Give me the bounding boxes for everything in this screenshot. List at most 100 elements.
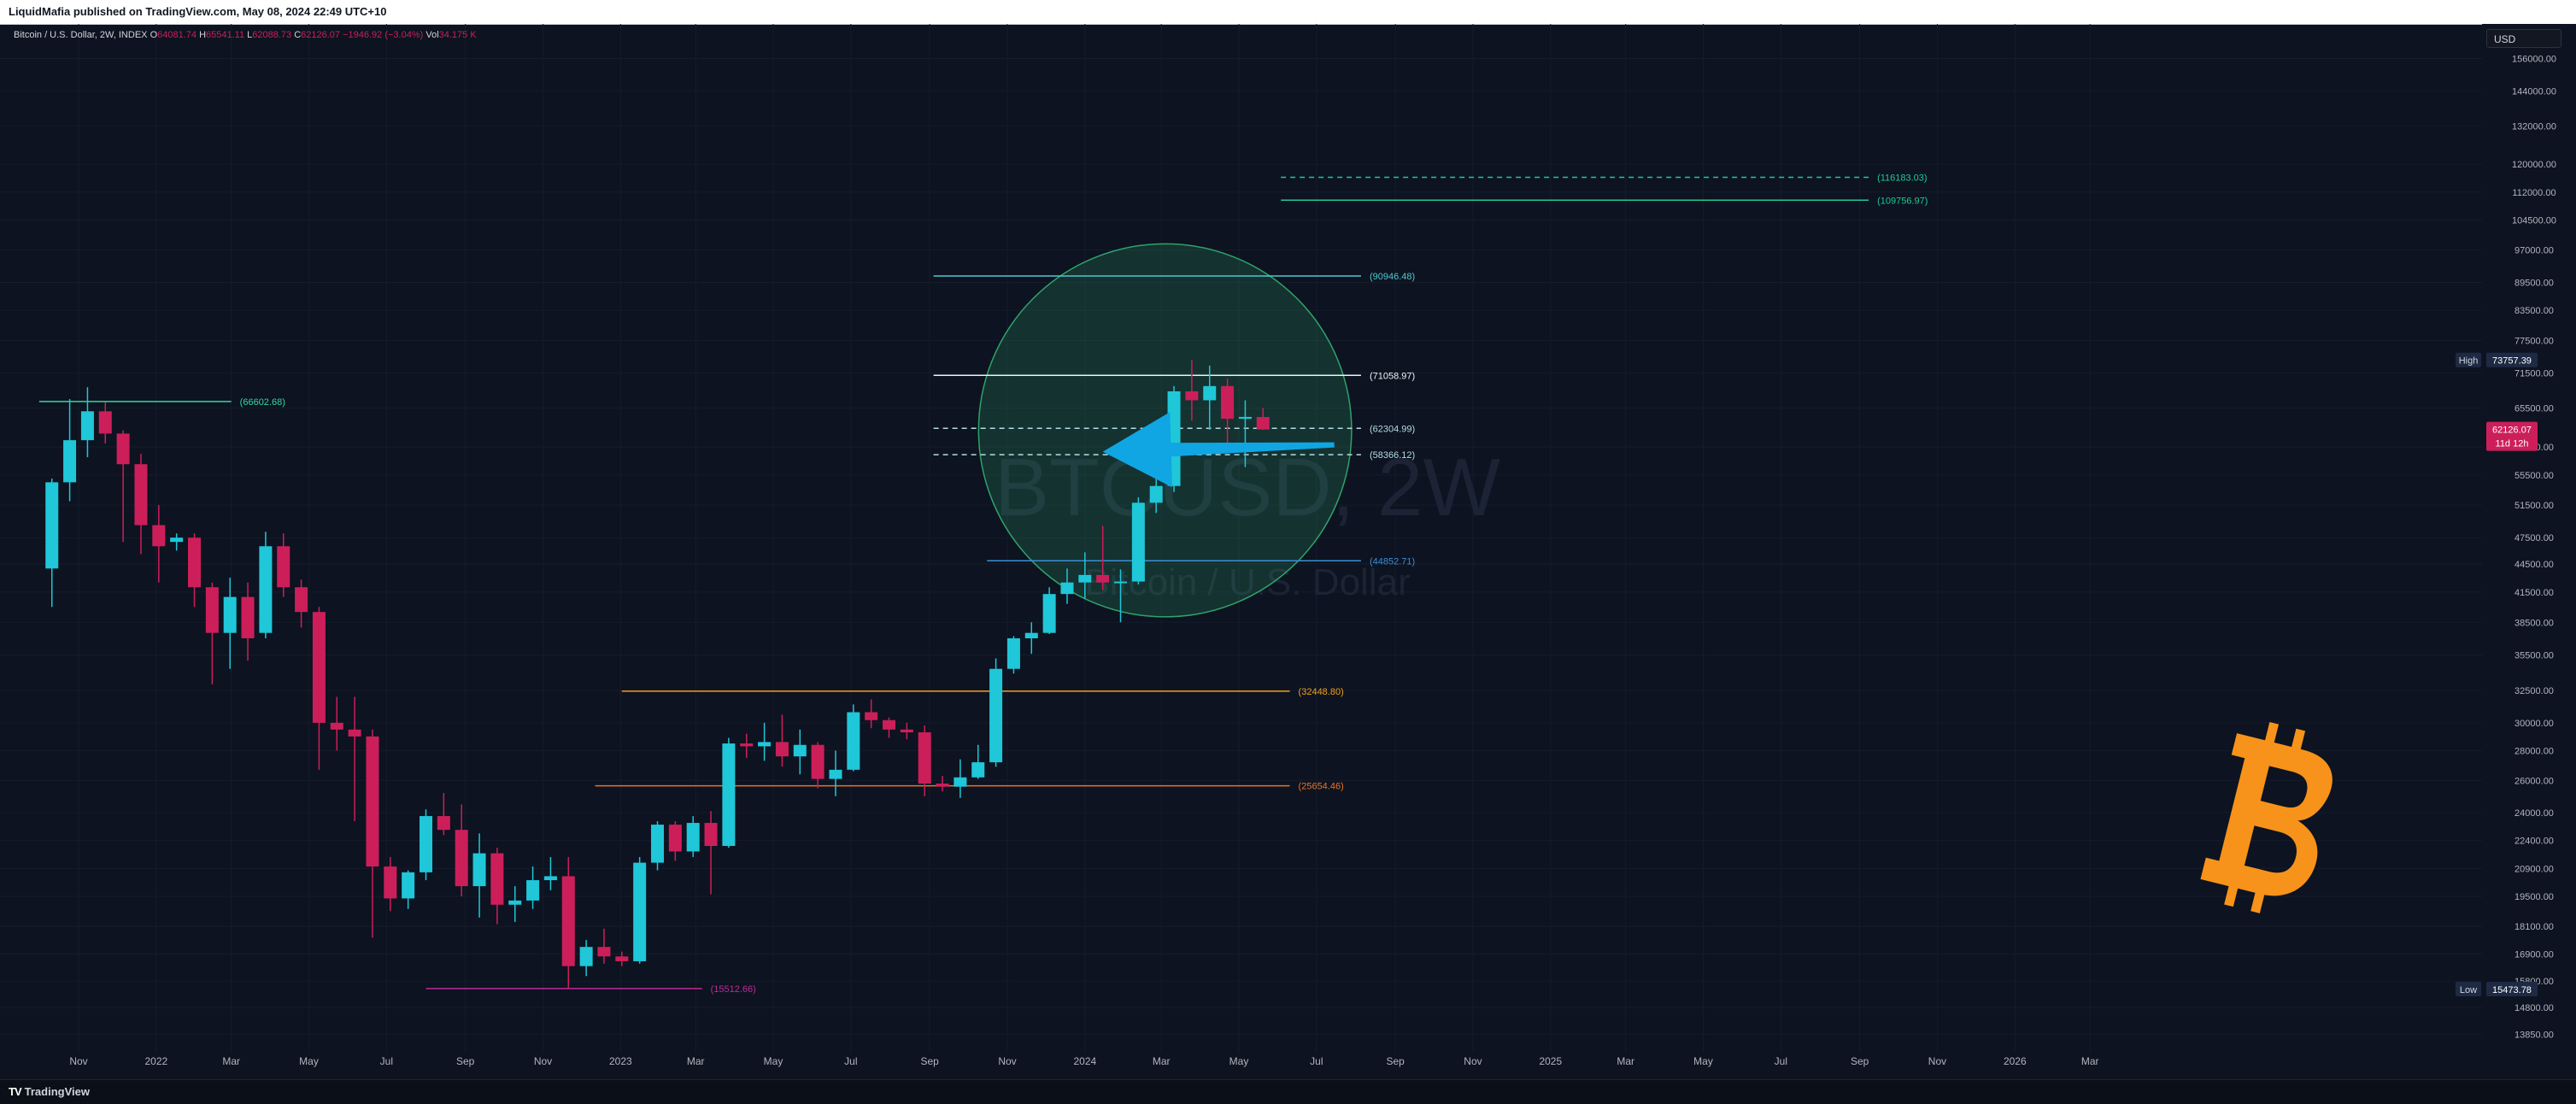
level-label: (44852.71)	[1370, 556, 1415, 567]
candle-body	[1203, 385, 1217, 401]
candle[interactable]	[241, 582, 255, 661]
candles[interactable]	[45, 360, 1270, 989]
candle[interactable]	[829, 750, 842, 796]
candle[interactable]	[402, 870, 415, 909]
legend-vol-key: Vol	[425, 30, 438, 40]
candle[interactable]	[312, 607, 326, 770]
candle[interactable]	[811, 742, 824, 789]
horizontal-levels[interactable]: (116183.03) (109756.97) (90946.48) (71058.9…	[38, 173, 1928, 995]
candle[interactable]	[187, 533, 202, 608]
candle[interactable]	[633, 856, 647, 964]
candle[interactable]	[543, 856, 557, 890]
time-tick-label: Mar	[687, 1055, 705, 1067]
candle[interactable]	[80, 387, 94, 458]
currency-button[interactable]: USD	[2486, 29, 2561, 48]
candle[interactable]	[615, 951, 629, 966]
footer-bar: TV TradingView	[0, 1079, 2576, 1104]
candle[interactable]	[1185, 360, 1199, 421]
candle-body	[793, 744, 807, 757]
candle[interactable]	[98, 402, 112, 444]
candle[interactable]	[1096, 526, 1110, 590]
price-tick-label: 13850.00	[2514, 1030, 2554, 1040]
candle[interactable]	[1060, 568, 1074, 604]
time-axis[interactable]: Nov 2022 Mar May Jul Sep Nov 2023 Mar May Jul Sep No…	[69, 1055, 2098, 1067]
candle[interactable]	[758, 722, 772, 761]
candle[interactable]	[1006, 636, 1020, 674]
price-axis[interactable]: 156000.00 144000.00 132000.00 120000.00 1120…	[2456, 24, 2576, 1079]
candle[interactable]	[883, 717, 896, 738]
candle[interactable]	[936, 775, 949, 792]
candle[interactable]	[1078, 552, 1092, 599]
candle[interactable]	[686, 816, 700, 857]
candle[interactable]	[900, 722, 913, 740]
candle[interactable]	[1042, 587, 1056, 634]
candle[interactable]	[775, 714, 789, 767]
price-tick-label: 97000.00	[2514, 246, 2554, 256]
legend-c-key: C	[294, 30, 301, 40]
candle[interactable]	[437, 793, 450, 836]
candle-body	[384, 866, 397, 899]
candle-body	[1078, 574, 1092, 583]
candle[interactable]	[1203, 365, 1217, 430]
candle[interactable]	[366, 729, 379, 938]
candle[interactable]	[490, 848, 504, 925]
candle[interactable]	[1114, 569, 1128, 623]
arrow-annotation[interactable]	[1102, 412, 1335, 488]
candle[interactable]	[63, 399, 77, 502]
candle[interactable]	[1131, 497, 1145, 584]
candle[interactable]	[116, 430, 130, 543]
candle[interactable]	[330, 696, 343, 751]
candle[interactable]	[420, 809, 433, 881]
candle[interactable]	[348, 696, 361, 822]
candle[interactable]	[277, 533, 290, 597]
candle[interactable]	[740, 733, 754, 758]
candle[interactable]	[223, 578, 237, 669]
candle[interactable]	[704, 811, 718, 895]
candle[interactable]	[259, 531, 273, 639]
arrow-shape[interactable]	[1102, 412, 1335, 488]
bitcoin-symbol	[2200, 721, 2332, 913]
candle-body	[1221, 385, 1235, 420]
candle[interactable]	[152, 505, 166, 583]
candle[interactable]	[561, 856, 575, 989]
candle[interactable]	[1256, 408, 1270, 430]
candle[interactable]	[579, 940, 593, 977]
candle[interactable]	[45, 479, 59, 608]
candle-body	[437, 816, 450, 831]
candle[interactable]	[205, 582, 219, 684]
candle[interactable]	[1221, 379, 1235, 447]
candle[interactable]	[971, 744, 985, 779]
candle[interactable]	[651, 821, 665, 871]
candle[interactable]	[455, 804, 468, 897]
candle[interactable]	[597, 928, 611, 964]
candle[interactable]	[295, 579, 308, 628]
time-tick-label: Nov	[1464, 1055, 1482, 1067]
legend-line: Bitcoin / U.S. Dollar, 2W, INDEX O64081.…	[14, 30, 477, 40]
candle-body	[402, 872, 415, 899]
candle[interactable]	[508, 886, 522, 922]
candle[interactable]	[526, 866, 540, 909]
candle-body	[1114, 581, 1128, 584]
candle[interactable]	[668, 821, 682, 861]
time-tick-label: May	[764, 1055, 783, 1067]
time-tick-label: May	[1693, 1055, 1713, 1067]
candle-body	[472, 853, 486, 887]
candle[interactable]	[384, 856, 397, 912]
candle[interactable]	[170, 533, 184, 551]
candle[interactable]	[865, 699, 878, 729]
candle[interactable]	[954, 759, 967, 798]
candle[interactable]	[472, 833, 486, 918]
candle[interactable]	[918, 725, 931, 796]
candle[interactable]	[847, 704, 860, 772]
candle-body	[330, 722, 343, 730]
candle[interactable]	[1024, 622, 1038, 655]
price-tick-label: 55500.00	[2514, 471, 2554, 481]
tradingview-mark-icon: TV	[9, 1085, 22, 1098]
legend-change: −1946.92 (−3.04%)	[343, 30, 425, 40]
candle[interactable]	[134, 454, 148, 555]
candle[interactable]	[1238, 400, 1252, 467]
candle[interactable]	[989, 658, 1003, 767]
candle[interactable]	[793, 729, 807, 775]
candle[interactable]	[722, 737, 736, 849]
